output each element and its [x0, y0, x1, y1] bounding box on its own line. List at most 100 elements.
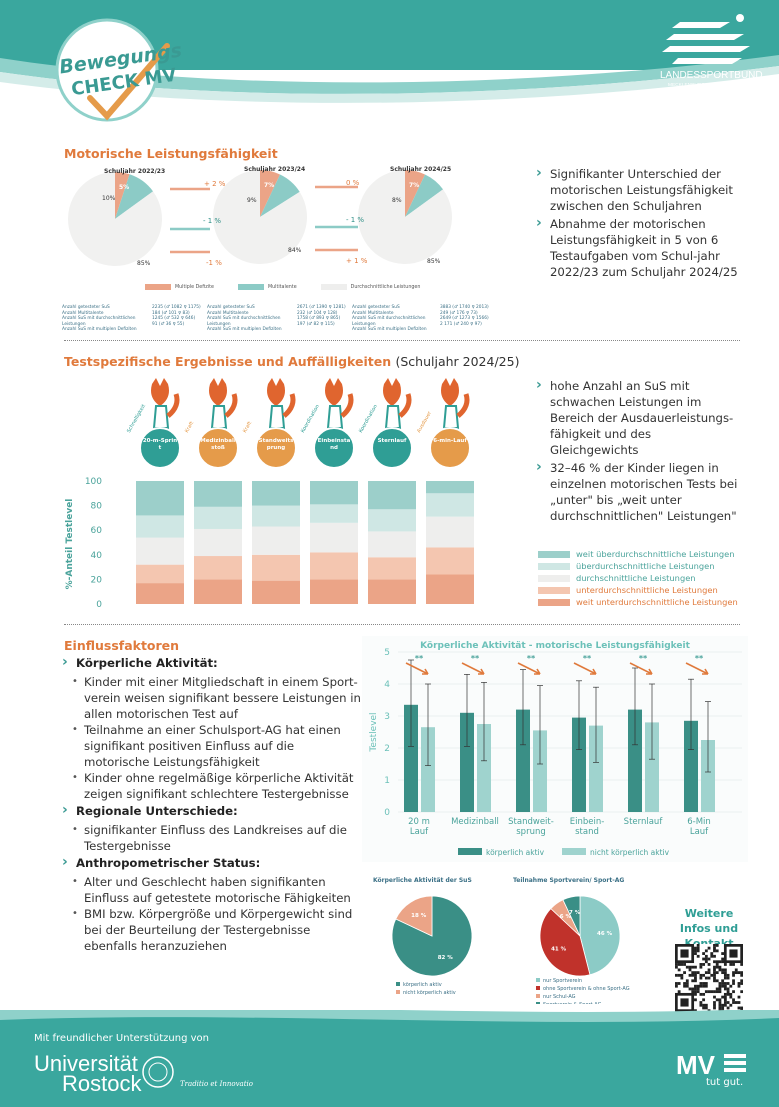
change-bot-1: -1 % — [206, 259, 222, 267]
qr-module — [721, 957, 725, 961]
activity-category: Standweit-sprung — [508, 817, 554, 837]
qr-module — [707, 963, 711, 966]
qr-module — [718, 1006, 722, 1010]
qr-module — [696, 944, 700, 947]
fox-mascot-icon — [139, 378, 181, 469]
qr-module — [721, 982, 725, 985]
qr-module — [726, 987, 730, 991]
qr-module — [707, 976, 711, 980]
pie-slice — [358, 170, 452, 264]
qr-module — [683, 963, 686, 966]
activity-decline-arrow — [685, 662, 709, 675]
activity-bar — [589, 725, 603, 812]
activity-bar — [421, 727, 435, 812]
pie-slice — [68, 172, 162, 266]
qr-module — [699, 984, 703, 988]
activity-ytick: 2 — [384, 744, 390, 754]
uni-seal-icon — [142, 1056, 174, 1088]
qr-module — [694, 946, 697, 950]
qr-module — [737, 1001, 741, 1004]
pie-label-multitalente: 9% — [247, 197, 257, 204]
qr-module — [699, 965, 703, 969]
qr-module — [713, 1006, 716, 1010]
stacked-ytick: 40 — [91, 551, 103, 561]
qr-module — [721, 1006, 725, 1010]
qr-module — [729, 963, 733, 966]
stacked-bar-segment — [426, 493, 474, 517]
pie-label-durchschnitt: 85% — [427, 258, 441, 265]
qr-module — [737, 971, 741, 975]
stacked-bar-segment — [368, 557, 416, 580]
legend-ueber: überdurchschnittliche Leistungen — [538, 560, 738, 572]
stacked-legend: weit überdurchschnittliche Leistungen üb… — [538, 548, 738, 608]
qr-module — [713, 973, 716, 977]
qr-module — [729, 992, 733, 996]
qr-module — [740, 973, 743, 977]
qr-module — [691, 990, 695, 994]
small-pie-legend-label: nur Schul-AG — [543, 994, 576, 1000]
qr-code-icon[interactable] — [675, 944, 743, 1012]
change-bot-2: + 1 % — [346, 257, 368, 265]
pie-label-durchschnitt: 84% — [288, 247, 302, 254]
activity-legend-label: körperlich aktiv — [486, 848, 545, 857]
qr-module — [704, 971, 708, 975]
qr-module — [721, 984, 725, 988]
factor-item: Alter und Geschlecht haben signifikanten… — [62, 874, 362, 906]
stacked-bar-segment — [194, 556, 242, 580]
pie-legend: Multiple Defizite Multitalente Durchschn… — [145, 284, 420, 290]
stacked-bar-segment — [136, 481, 184, 516]
qr-module — [718, 984, 722, 988]
qr-module — [696, 946, 700, 950]
pie-slice — [405, 174, 444, 217]
stacked-bar-segment — [252, 505, 300, 527]
activity-bar — [684, 720, 698, 812]
small-pie-legend-label: nur Sportverein — [543, 978, 582, 984]
qr-module — [691, 971, 695, 975]
pie-label-multitalente: 8% — [392, 197, 402, 204]
test-badges-row: 20-m-Sprint Schnelligkeit Medizinballstoß… — [126, 376, 490, 471]
stacked-bar-segment — [310, 504, 358, 523]
qr-module — [713, 971, 716, 975]
pie-sportverein: Teilnahme Sportverein/ Sport-AG 46 % 41 % 6… — [513, 877, 630, 1004]
small-pie-legend-swatch — [536, 986, 540, 990]
motorik-pie-row: 5%10% 85% 7% 9% 84% 7% 8% 85% — [68, 170, 452, 267]
qr-module — [713, 995, 716, 999]
qr-finder — [680, 949, 689, 958]
qr-module — [718, 968, 722, 972]
qr-module — [734, 971, 738, 975]
qr-module — [680, 973, 684, 977]
qr-module — [715, 963, 719, 966]
qr-module — [702, 998, 706, 1002]
qr-module — [680, 976, 684, 980]
test-badge-6: 6-min-Lauf Ausdauer — [416, 376, 474, 471]
small-pie-legend-swatch — [536, 978, 540, 982]
footer-band — [0, 1010, 779, 1107]
qr-module — [732, 982, 735, 985]
qr-module — [726, 1006, 730, 1010]
qr-module — [732, 979, 735, 983]
qr-module — [696, 954, 700, 958]
qr-module — [721, 960, 725, 964]
pie-aktivitaet: Körperliche Aktivität der SuS 82 % 18 % kör… — [373, 877, 473, 996]
year-label-2: Schuljahr 2023/24 — [244, 166, 306, 173]
qr-module — [723, 998, 727, 1002]
pie-label-multitalente: 10% — [102, 195, 116, 202]
qr-module — [723, 984, 727, 988]
activity-significance: ** — [471, 654, 480, 663]
qr-module — [704, 957, 708, 961]
activity-ytick: 5 — [384, 648, 390, 658]
legend-weit-ueber: weit überdurchschnittliche Leistungen — [538, 548, 738, 560]
qr-module — [688, 973, 692, 977]
qr-module — [696, 949, 700, 953]
qr-module — [694, 987, 697, 991]
test-badge-5: Sternlauf Koordination — [358, 376, 416, 471]
qr-module — [723, 1003, 727, 1007]
qr-module — [694, 949, 697, 953]
legend-multitalente: Multitalente — [237, 284, 297, 290]
activity-significance: ** — [527, 654, 536, 663]
test-badge-1: 20-m-Sprint Schnelligkeit — [126, 376, 184, 471]
factor-item: Kinder mit einer Mitgliedschaft in einem… — [62, 674, 362, 722]
stacked-bar-segment — [136, 583, 184, 604]
qr-finder — [729, 949, 738, 958]
qr-module — [710, 990, 714, 994]
